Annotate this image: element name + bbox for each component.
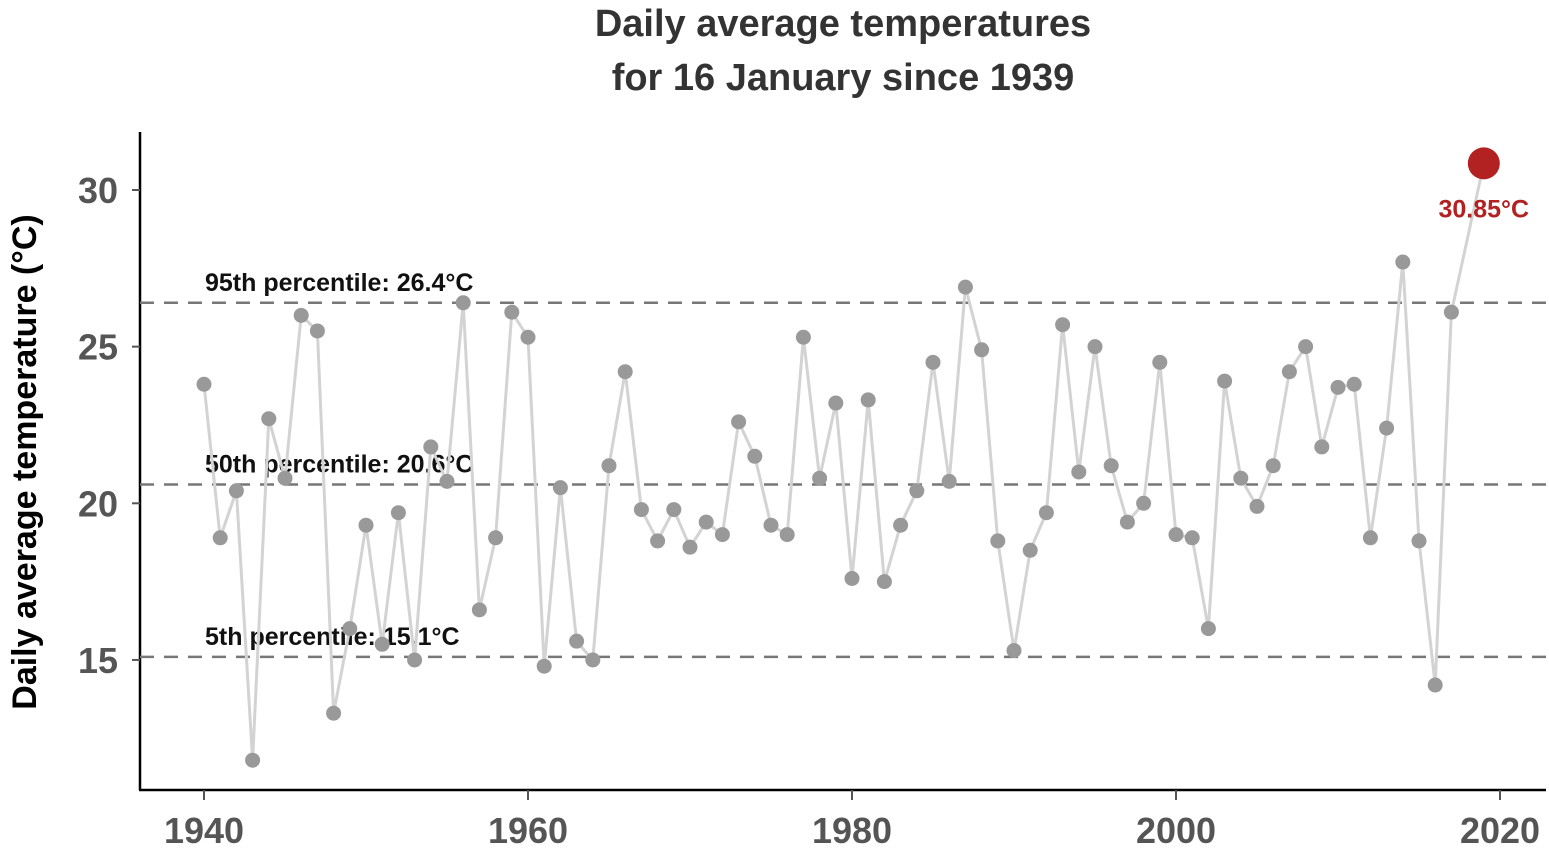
data-point-1951 <box>374 636 390 652</box>
data-point-1982 <box>876 574 892 590</box>
data-point-1973 <box>731 414 747 430</box>
data-point-1977 <box>795 329 811 345</box>
data-point-1961 <box>536 658 552 674</box>
data-point-1988 <box>974 342 990 358</box>
x-tick-label: 1980 <box>812 810 892 848</box>
y-tick-label: 30 <box>78 170 118 211</box>
data-point-1952 <box>390 505 406 521</box>
data-point-1978 <box>812 470 828 486</box>
data-point-1989 <box>990 533 1006 549</box>
data-point-1975 <box>763 517 779 533</box>
data-point-2013 <box>1379 420 1395 436</box>
data-point-1991 <box>1022 542 1038 558</box>
data-point-1944 <box>261 411 277 427</box>
data-point-1970 <box>682 539 698 555</box>
data-point-1968 <box>650 533 666 549</box>
data-point-2014 <box>1395 254 1411 270</box>
data-point-1993 <box>1055 317 1071 333</box>
data-point-1946 <box>293 307 309 323</box>
data-point-1986 <box>941 473 957 489</box>
data-point-1960 <box>520 329 536 345</box>
data-point-2012 <box>1362 530 1378 546</box>
data-point-1953 <box>407 652 423 668</box>
data-point-2008 <box>1298 339 1314 355</box>
data-point-1948 <box>326 705 342 721</box>
data-point-1959 <box>504 304 520 320</box>
data-point-1947 <box>309 323 325 339</box>
data-point-1995 <box>1087 339 1103 355</box>
data-point-1990 <box>1006 643 1022 659</box>
data-point-1945 <box>277 470 293 486</box>
data-point-1976 <box>779 527 795 543</box>
x-tick-label: 1960 <box>488 810 568 848</box>
data-point-1981 <box>860 392 876 408</box>
data-point-1958 <box>488 530 504 546</box>
data-point-2009 <box>1314 439 1330 455</box>
y-tick-label: 20 <box>78 483 118 524</box>
data-point-1972 <box>714 527 730 543</box>
data-point-1957 <box>471 602 487 618</box>
data-point-1955 <box>439 473 455 489</box>
x-tick-label: 2000 <box>1136 810 1216 848</box>
data-point-2011 <box>1346 376 1362 392</box>
data-point-2007 <box>1281 364 1297 380</box>
data-point-1949 <box>342 621 358 637</box>
y-axis-label: Daily average temperature (°C) <box>6 214 44 709</box>
data-point-1987 <box>957 279 973 295</box>
data-point-1999 <box>1152 354 1168 370</box>
data-point-1965 <box>601 458 617 474</box>
data-point-2017 <box>1443 304 1459 320</box>
data-point-1940 <box>196 376 212 392</box>
x-tick-label: 2020 <box>1460 810 1540 848</box>
percentile-label: 95th percentile: 26.4°C <box>205 269 473 297</box>
chart-title-line-1: Daily average temperatures <box>595 3 1091 45</box>
data-point-2005 <box>1249 498 1265 514</box>
data-point-2004 <box>1233 470 1249 486</box>
data-point-1971 <box>698 514 714 530</box>
data-point-2001 <box>1184 530 1200 546</box>
record-data-point <box>1467 147 1500 180</box>
chart-title-line-2: for 16 January since 1939 <box>612 57 1075 99</box>
data-point-2000 <box>1168 527 1184 543</box>
data-point-1992 <box>1038 505 1054 521</box>
data-point-1950 <box>358 517 374 533</box>
data-point-1964 <box>585 652 601 668</box>
y-tick-label: 15 <box>78 640 118 681</box>
data-point-2010 <box>1330 379 1346 395</box>
data-point-1979 <box>828 395 844 411</box>
data-point-1997 <box>1119 514 1135 530</box>
data-point-2016 <box>1427 677 1443 693</box>
data-point-1996 <box>1103 458 1119 474</box>
data-point-1984 <box>909 483 925 499</box>
data-point-1956 <box>455 295 471 311</box>
data-point-1983 <box>893 517 909 533</box>
data-point-2015 <box>1411 533 1427 549</box>
record-value-label: 30.85°C <box>1438 195 1529 223</box>
data-point-1969 <box>666 502 682 518</box>
data-point-1967 <box>633 502 649 518</box>
data-point-2003 <box>1217 373 1233 389</box>
data-point-1974 <box>747 448 763 464</box>
x-tick-label: 1940 <box>164 810 244 848</box>
data-point-1994 <box>1071 464 1087 480</box>
data-point-1998 <box>1136 495 1152 511</box>
data-point-1941 <box>212 530 228 546</box>
data-point-1962 <box>552 480 568 496</box>
data-point-1966 <box>617 364 633 380</box>
data-point-2002 <box>1200 621 1216 637</box>
data-point-1954 <box>423 439 439 455</box>
y-tick-label: 25 <box>78 327 118 368</box>
data-point-1963 <box>569 633 585 649</box>
data-point-1980 <box>844 570 860 586</box>
data-point-1985 <box>925 354 941 370</box>
data-point-2006 <box>1265 458 1281 474</box>
data-point-1942 <box>228 483 244 499</box>
data-point-1943 <box>245 752 261 768</box>
